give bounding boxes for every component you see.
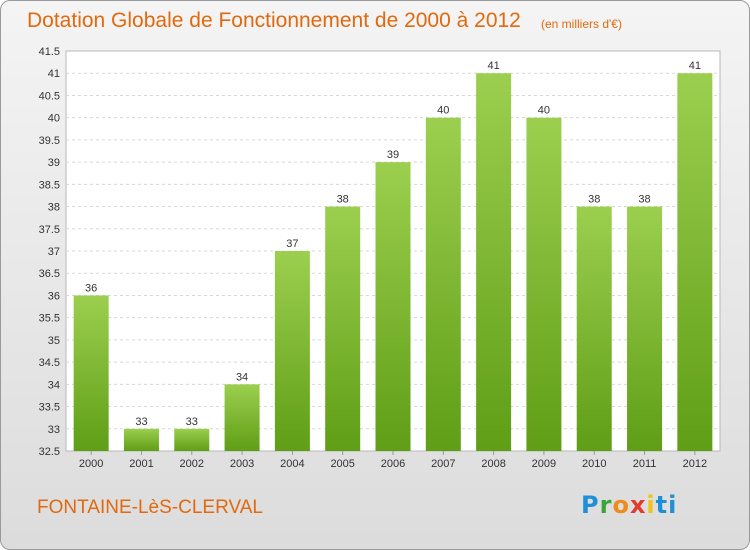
y-tick-label: 34 [48,379,60,391]
value-label-2006: 39 [387,149,399,161]
bar-2001 [123,428,159,451]
y-tick-label: 38.5 [39,179,60,191]
value-label-2007: 40 [437,105,449,117]
bar-2002 [174,428,210,451]
y-tick-label: 33 [48,424,60,436]
x-tick-label-2006: 2006 [381,458,405,470]
y-tick-label: 35 [48,335,60,347]
x-tick-label-2007: 2007 [431,458,455,470]
y-tick-label: 35.5 [39,313,60,325]
value-label-2010: 38 [588,194,600,206]
x-tick-label-2011: 2011 [633,458,657,470]
bar-2007 [425,117,461,452]
x-tick-label-2009: 2009 [532,458,556,470]
bar-2011 [627,206,663,451]
x-tick-label-2001: 2001 [129,458,153,470]
value-label-2000: 36 [85,282,97,294]
x-tick-label-2000: 2000 [79,458,103,470]
y-tick-label: 39 [48,157,60,169]
y-tick-label: 33.5 [39,402,60,414]
value-label-2001: 33 [135,416,147,428]
commune-name: FONTAINE-LèS-CLERVAL [37,497,263,518]
y-tick-label: 40 [48,113,60,125]
bar-2005 [325,206,361,451]
bar-2004 [274,251,310,451]
y-tick-label: 36 [48,290,60,302]
value-label-2009: 40 [538,105,550,117]
y-tick-label: 32.5 [39,446,60,458]
x-tick-label-2003: 2003 [230,458,254,470]
chart-title: Dotation Globale de Fonctionnement de 20… [27,9,521,32]
y-tick-label: 37 [48,246,60,258]
value-label-2012: 41 [689,60,701,72]
x-tick-label-2004: 2004 [280,458,304,470]
value-label-2002: 33 [186,416,198,428]
x-tick-label-2012: 2012 [683,458,707,470]
y-tick-label: 40.5 [39,90,60,102]
bar-2012 [677,73,713,451]
bar-2003 [224,384,260,451]
y-tick-label: 34.5 [39,357,60,369]
bar-2000 [73,295,109,451]
y-tick-label: 41 [48,68,60,80]
value-label-2003: 34 [236,371,248,383]
x-tick-label-2002: 2002 [180,458,204,470]
bar-2008 [476,73,512,451]
unit-note: (en milliers d'€) [541,17,622,31]
y-tick-label: 36.5 [39,268,60,280]
x-tick-label-2010: 2010 [582,458,606,470]
bar-2010 [576,206,612,451]
value-label-2004: 37 [286,238,298,250]
y-tick-label: 41.5 [39,46,60,58]
x-tick-label-2005: 2005 [330,458,354,470]
y-tick-label: 38 [48,202,60,214]
bar-2006 [375,162,411,451]
value-label-2008: 41 [487,60,499,72]
value-label-2011: 38 [638,194,650,206]
value-label-2005: 38 [337,194,349,206]
bar-2009 [526,117,562,452]
proxiti-logo: Proxiti [581,491,678,519]
y-tick-label: 37.5 [39,224,60,236]
y-tick-label: 39.5 [39,135,60,147]
x-tick-label-2008: 2008 [481,458,505,470]
